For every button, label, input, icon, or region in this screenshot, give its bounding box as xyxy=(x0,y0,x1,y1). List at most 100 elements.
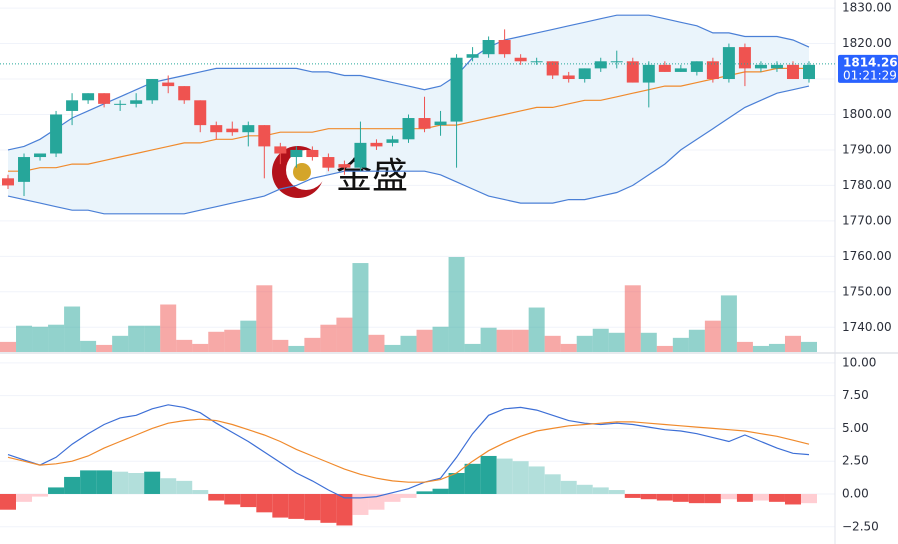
y-tick-label: 1760.00 xyxy=(842,249,892,263)
candle-body xyxy=(306,149,319,158)
candle-body xyxy=(530,61,543,63)
volume-bar xyxy=(544,335,561,352)
volume-bar xyxy=(240,320,257,352)
candle-body xyxy=(18,157,31,182)
candle-body xyxy=(114,103,127,105)
macd-bar xyxy=(624,493,641,498)
volume-bar xyxy=(688,329,705,352)
macd-bar xyxy=(464,463,481,494)
candle-body xyxy=(370,142,383,147)
y-tick-label: 1830.00 xyxy=(842,1,892,15)
candle-body xyxy=(674,68,687,72)
candle-body xyxy=(770,64,783,69)
macd-bar xyxy=(672,493,689,502)
volume-bar xyxy=(480,327,497,352)
candle-body xyxy=(738,47,751,69)
volume-bar xyxy=(672,337,689,352)
macd-bar xyxy=(192,490,209,494)
macd-bar xyxy=(32,493,49,497)
candle-body xyxy=(562,75,575,80)
candle-body xyxy=(50,114,63,154)
volume-bar xyxy=(320,324,337,352)
y-tick-label: 1820.00 xyxy=(842,36,892,50)
candle-body xyxy=(258,125,271,147)
macd-bar xyxy=(640,493,657,500)
macd-bar xyxy=(352,493,369,515)
candle-body xyxy=(514,57,527,62)
candle-body xyxy=(210,125,223,133)
macd-bar xyxy=(208,493,225,501)
candle-body xyxy=(274,146,287,154)
macd-bar xyxy=(448,473,465,494)
candle-body xyxy=(418,118,431,129)
candle-body xyxy=(338,164,351,168)
candle-body xyxy=(242,125,255,133)
macd-bar xyxy=(256,493,273,513)
macd-bar xyxy=(480,455,497,494)
macd-bar xyxy=(128,473,145,494)
volume-bar xyxy=(736,341,753,352)
macd-bar xyxy=(144,471,161,494)
macd-bar xyxy=(752,493,769,501)
candle-body xyxy=(34,153,47,158)
volume-bar xyxy=(0,341,16,352)
macd-bar xyxy=(224,493,241,505)
band-lower xyxy=(7,85,810,215)
y-tick-label: −2.50 xyxy=(842,519,879,533)
macd-bar xyxy=(96,470,113,494)
candle-body xyxy=(754,64,767,69)
volume-bar xyxy=(560,343,577,352)
candle-body xyxy=(610,61,623,63)
y-tick-label: 1780.00 xyxy=(842,178,892,192)
candle-body xyxy=(722,47,735,80)
candle-body xyxy=(130,100,143,104)
volume-bar xyxy=(784,335,801,352)
volume-bar xyxy=(32,326,49,352)
candle-body xyxy=(786,64,799,80)
volume-bar xyxy=(192,343,209,352)
candle-body xyxy=(642,64,655,83)
candle-body xyxy=(498,40,511,55)
volume-bar xyxy=(80,340,97,352)
candle-body xyxy=(194,100,207,126)
macd-bar xyxy=(656,493,673,501)
volume-bar xyxy=(801,341,817,352)
volume-bar xyxy=(224,329,241,352)
volume-bar xyxy=(704,320,721,352)
logo-coin xyxy=(293,163,311,181)
volume-bar xyxy=(48,324,65,352)
y-tick-label: 1770.00 xyxy=(842,213,892,227)
macd-bar xyxy=(64,476,81,494)
candle-body xyxy=(594,61,607,69)
candle-body xyxy=(402,118,415,140)
y-tick-label: 1740.00 xyxy=(842,320,892,334)
macd-bar xyxy=(272,493,289,518)
candle-body xyxy=(450,57,463,122)
volume-bar xyxy=(64,306,81,352)
macd-dif xyxy=(7,404,810,499)
macd-bar xyxy=(608,490,625,494)
macd-bar xyxy=(528,466,545,494)
y-tick-label: 5.00 xyxy=(842,421,869,435)
macd-bar xyxy=(240,493,257,508)
volume-bar xyxy=(176,339,193,352)
volume-bar xyxy=(272,339,289,352)
volume-bar xyxy=(112,335,129,352)
mark-layer xyxy=(0,14,835,526)
volume-bar xyxy=(368,334,385,352)
volume-bar xyxy=(96,344,113,352)
candle-body xyxy=(98,93,111,104)
y-tick-label: 7.50 xyxy=(842,388,869,402)
candle-body xyxy=(690,61,703,72)
macd-bar xyxy=(16,493,33,502)
volume-bar xyxy=(752,345,769,352)
candle-body xyxy=(354,142,367,168)
volume-bar xyxy=(720,295,737,352)
candle-body xyxy=(434,121,447,126)
volume-bar xyxy=(656,345,673,352)
macd-bar xyxy=(544,474,561,494)
macd-bar xyxy=(80,470,97,494)
candle-body xyxy=(226,128,239,133)
macd-bar xyxy=(720,493,737,500)
